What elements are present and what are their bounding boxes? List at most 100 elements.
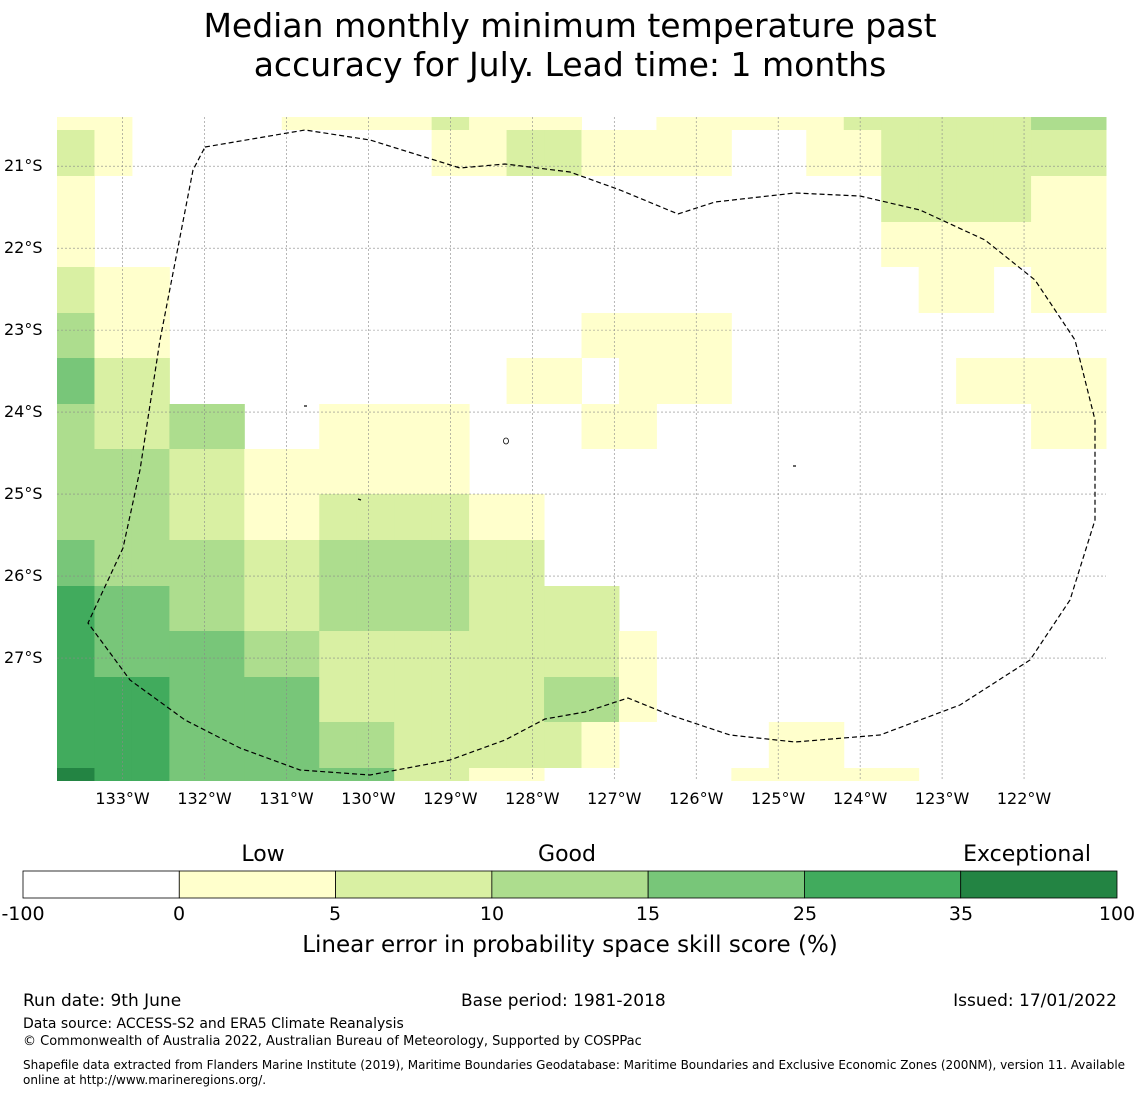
heatmap-cell <box>581 313 620 358</box>
heatmap-cell <box>881 768 920 781</box>
colorbar-category-exceptional: Exceptional <box>963 842 1091 867</box>
colorbar-category-good: Good <box>538 842 596 867</box>
heatmap-cell <box>244 631 283 677</box>
heatmap-cell <box>544 117 582 130</box>
colorbar-tick-label: -100 <box>1 903 45 925</box>
heatmap-cell <box>131 494 170 540</box>
heatmap-cell <box>281 768 320 781</box>
heatmap-cell <box>656 117 695 130</box>
heatmap-cell <box>506 768 545 781</box>
heatmap-cell <box>881 176 920 222</box>
heatmap-cell <box>206 768 245 781</box>
heatmap-cell <box>57 722 95 768</box>
x-tick-label: 133°W <box>95 789 150 808</box>
heatmap-cell <box>57 404 95 449</box>
heatmap-cell <box>94 631 133 677</box>
heatmap-cell <box>57 267 95 313</box>
heatmap-cell <box>206 540 245 586</box>
colorbar-tick-label: 10 <box>479 903 505 925</box>
colorbar-tick-label: 0 <box>172 903 186 925</box>
shapefile-credit-line-2: online at http://www.marineregions.org/. <box>23 1073 267 1087</box>
heatmap-cell <box>1031 267 1070 313</box>
heatmap-cell <box>319 677 358 722</box>
heatmap-cell <box>206 631 245 677</box>
colorbar-tick-label: 5 <box>328 903 342 925</box>
heatmap-cell <box>319 722 358 768</box>
heatmap-cell <box>57 540 95 586</box>
heatmap-cell <box>918 130 957 176</box>
heatmap-cell <box>57 130 95 176</box>
x-tick-label: 123°W <box>914 789 970 808</box>
heatmap-cell <box>169 404 208 449</box>
heatmap-cell <box>281 586 320 631</box>
heatmap-cell <box>693 358 732 404</box>
heatmap-cell <box>206 494 245 540</box>
heatmap-cell <box>993 176 1032 222</box>
heatmap-cell <box>394 404 433 449</box>
colorbar-tick-label: 35 <box>948 903 974 925</box>
x-tick-label: 128°W <box>505 789 560 808</box>
colorbar <box>22 870 1118 899</box>
colorbar-axis-label: Linear error in probability space skill … <box>302 932 838 958</box>
heatmap-cell <box>94 449 133 494</box>
heatmap-cell <box>956 267 995 313</box>
heatmap-cell <box>244 768 283 781</box>
heatmap-cell <box>918 267 957 313</box>
heatmap-cell <box>1068 222 1107 267</box>
heatmap-cell <box>544 130 582 176</box>
heatmap-cell <box>656 313 695 358</box>
heatmap-cell <box>881 222 920 267</box>
colorbar-tick-label: 100 <box>1098 903 1136 925</box>
heatmap-cell <box>806 117 845 130</box>
heatmap-cell <box>469 586 508 631</box>
heatmap-cell <box>206 449 245 494</box>
heatmap-cell <box>394 631 433 677</box>
heatmap-cell <box>244 540 283 586</box>
x-tick-label: 122°W <box>996 789 1052 808</box>
heatmap-cell <box>394 722 433 768</box>
x-tick-label: 129°W <box>423 789 478 808</box>
heatmap-cell <box>506 117 545 130</box>
shapefile-credit-line-1: Shapefile data extracted from Flanders M… <box>23 1058 1126 1072</box>
colorbar-category-low: Low <box>241 842 285 867</box>
heatmap-cell <box>506 130 545 176</box>
issued-date: Issued: 17/01/2022 <box>953 991 1117 1011</box>
heatmap-cell <box>356 540 395 586</box>
heatmap-cell <box>431 117 470 130</box>
x-tick-label: 127°W <box>587 789 642 808</box>
colorbar-segment <box>22 870 180 899</box>
heatmap-cell <box>319 449 358 494</box>
heatmap-cell <box>506 358 545 404</box>
heatmap-cell <box>281 540 320 586</box>
heatmap-cell <box>618 130 657 176</box>
heatmap-cell <box>281 631 320 677</box>
heatmap-cell <box>131 540 170 586</box>
x-tick-label: 124°W <box>832 789 888 808</box>
y-tick-label: 23°S <box>4 320 43 340</box>
heatmap-cell <box>581 586 620 631</box>
heatmap-cell <box>768 117 807 130</box>
heatmap-cell <box>843 117 882 130</box>
heatmap-cell <box>806 722 845 768</box>
heatmap-cell <box>1068 267 1107 313</box>
heatmap-cell <box>544 586 582 631</box>
heatmap-cell <box>57 586 95 631</box>
heatmap-cell <box>94 768 133 781</box>
heatmap-cell <box>1068 117 1107 130</box>
heatmap-cell <box>57 222 95 267</box>
heatmap-cell <box>57 176 95 222</box>
heatmap-cell <box>1031 222 1070 267</box>
heatmap-cell <box>656 130 695 176</box>
heatmap-cell <box>618 631 657 677</box>
heatmap-cell <box>431 449 470 494</box>
heatmap-cell <box>57 449 95 494</box>
heatmap-cell <box>356 117 395 130</box>
heatmap-cell <box>131 267 170 313</box>
run-date: Run date: 9th June <box>23 991 182 1011</box>
heatmap-cell <box>169 768 208 781</box>
heatmap-cell <box>881 130 920 176</box>
heatmap-cell <box>319 631 358 677</box>
heatmap-cell <box>169 677 208 722</box>
heatmap-cell <box>281 494 320 540</box>
heatmap-cell <box>1068 176 1107 222</box>
